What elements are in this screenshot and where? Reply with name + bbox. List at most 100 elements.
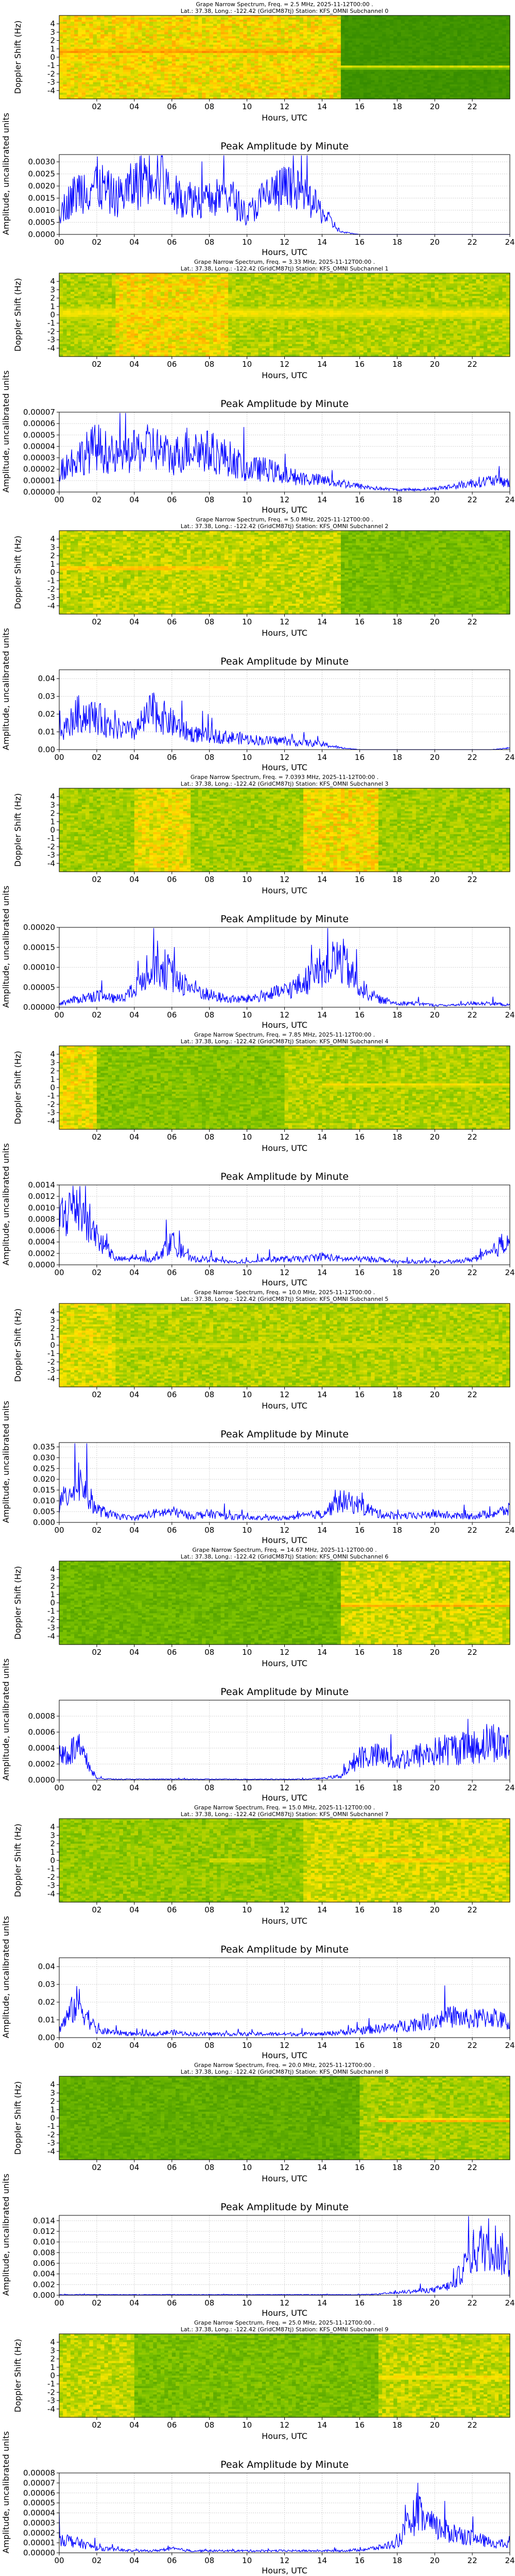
spectrum-cell [59, 37, 63, 39]
spectrum-cell [157, 55, 161, 58]
spectrum-cell [138, 63, 142, 66]
spectrum-cell [484, 28, 488, 30]
spectrum-cell [322, 89, 326, 91]
spectrum-cell [172, 39, 176, 41]
spectrum-cell [499, 80, 503, 83]
spectrum-cell [149, 28, 153, 30]
spectrum-cell [247, 32, 251, 35]
spectrum-cell [217, 34, 221, 37]
spectrum-cell [322, 74, 326, 76]
spectrum-cell [311, 89, 315, 91]
spectrum-cell [82, 84, 86, 87]
spectrum-cell [161, 65, 165, 68]
spectrum-cell [254, 37, 259, 39]
spectrum-cell [359, 95, 364, 97]
spectrum-cell [367, 37, 371, 39]
spectrum-cell [74, 87, 78, 89]
spectrum-cell [461, 74, 465, 76]
spectrum-cell [217, 15, 221, 18]
spectrum-cell [397, 95, 401, 97]
spectrum-cell [277, 51, 281, 54]
spectrum-cell [461, 45, 465, 47]
spectrum-cell [390, 32, 394, 35]
spectrum-cell [281, 89, 285, 91]
spectrum-cell [153, 43, 157, 45]
spectrum-cell [315, 59, 319, 62]
spectrum-cell [202, 37, 206, 39]
spectrum-cell [420, 80, 424, 83]
spectrum-cell [59, 344, 63, 347]
spectrum-cell [78, 70, 82, 72]
spectrum-cell [236, 65, 240, 68]
spectrum-cell [187, 76, 191, 78]
spectrum-cell [225, 59, 229, 62]
spectrum-cell [341, 72, 345, 74]
spectrum-cell [359, 61, 364, 64]
spectrum-cell [375, 78, 379, 81]
spectrum-cell [100, 20, 105, 22]
spectrum-cell [461, 91, 465, 93]
spectrum-cell [359, 18, 364, 20]
spectrum-cell [195, 70, 199, 72]
spectrum-cell [390, 93, 394, 95]
spectrum-cell [348, 67, 352, 70]
spectrum-cell [269, 84, 273, 87]
spectrum-cell [412, 41, 416, 43]
spectrum-cell [495, 49, 499, 52]
spectrum-cell [341, 18, 345, 20]
spectrum-cell [435, 53, 439, 56]
spectrum-cell [457, 93, 461, 95]
spectrum-cell [239, 51, 244, 54]
spectrum-cell [379, 78, 383, 81]
spectrum-cell [247, 51, 251, 54]
spectrum-cell [487, 41, 491, 43]
spectrum-cell [322, 59, 326, 62]
spectrum-cell [258, 28, 262, 30]
spectrum-cell [161, 45, 165, 47]
spectrum-cell [172, 26, 176, 28]
spectrum-cell [454, 32, 458, 35]
spectrum-cell [205, 74, 210, 76]
spectrum-cell [239, 53, 244, 56]
spectrum-cell [63, 327, 67, 330]
spectrum-cell [364, 84, 368, 87]
spectrum-cell [427, 53, 432, 56]
spectrum-cell [315, 47, 319, 49]
spectrum-cell [495, 95, 499, 97]
spectrum-cell [225, 24, 229, 26]
spectrum-cell [367, 67, 371, 70]
spectrum-cell [469, 72, 473, 74]
spectrum-cell [221, 32, 225, 35]
spectrum-cell [322, 43, 326, 45]
spectrum-cell [318, 78, 322, 81]
spectrum-cell [78, 20, 82, 22]
spectrum-cell [63, 348, 67, 351]
spectrum-cell [71, 53, 75, 56]
spectrum-cell [318, 61, 322, 64]
spectrum-cell [311, 87, 315, 89]
spectrum-cell [127, 37, 131, 39]
spectrum-cell [134, 53, 139, 56]
spectrum-cell [210, 84, 214, 87]
spectrum-cell [236, 82, 240, 85]
spectrum-cell [318, 74, 322, 76]
spectrum-cell [476, 37, 480, 39]
spectrum-cell [427, 15, 432, 18]
spectrum-cell [367, 53, 371, 56]
spectrum-cell [401, 30, 405, 32]
spectrum-cell [454, 39, 458, 41]
spectrum-cell [59, 61, 63, 64]
spectrum-cell [480, 70, 484, 72]
spectrum-cell [205, 47, 210, 49]
spectrum-cell [277, 70, 281, 72]
spectrum-cell [472, 15, 476, 18]
spectrum-cell [100, 87, 105, 89]
spectrum-cell [499, 30, 503, 32]
spectrum-cell [228, 51, 232, 54]
spectrum-cell [127, 26, 131, 28]
spectrum-cell [119, 41, 124, 43]
spectrum-cell [330, 51, 334, 54]
spectrum-cell [89, 22, 93, 24]
spectrum-cell [367, 30, 371, 32]
spectrum-cell [367, 24, 371, 26]
